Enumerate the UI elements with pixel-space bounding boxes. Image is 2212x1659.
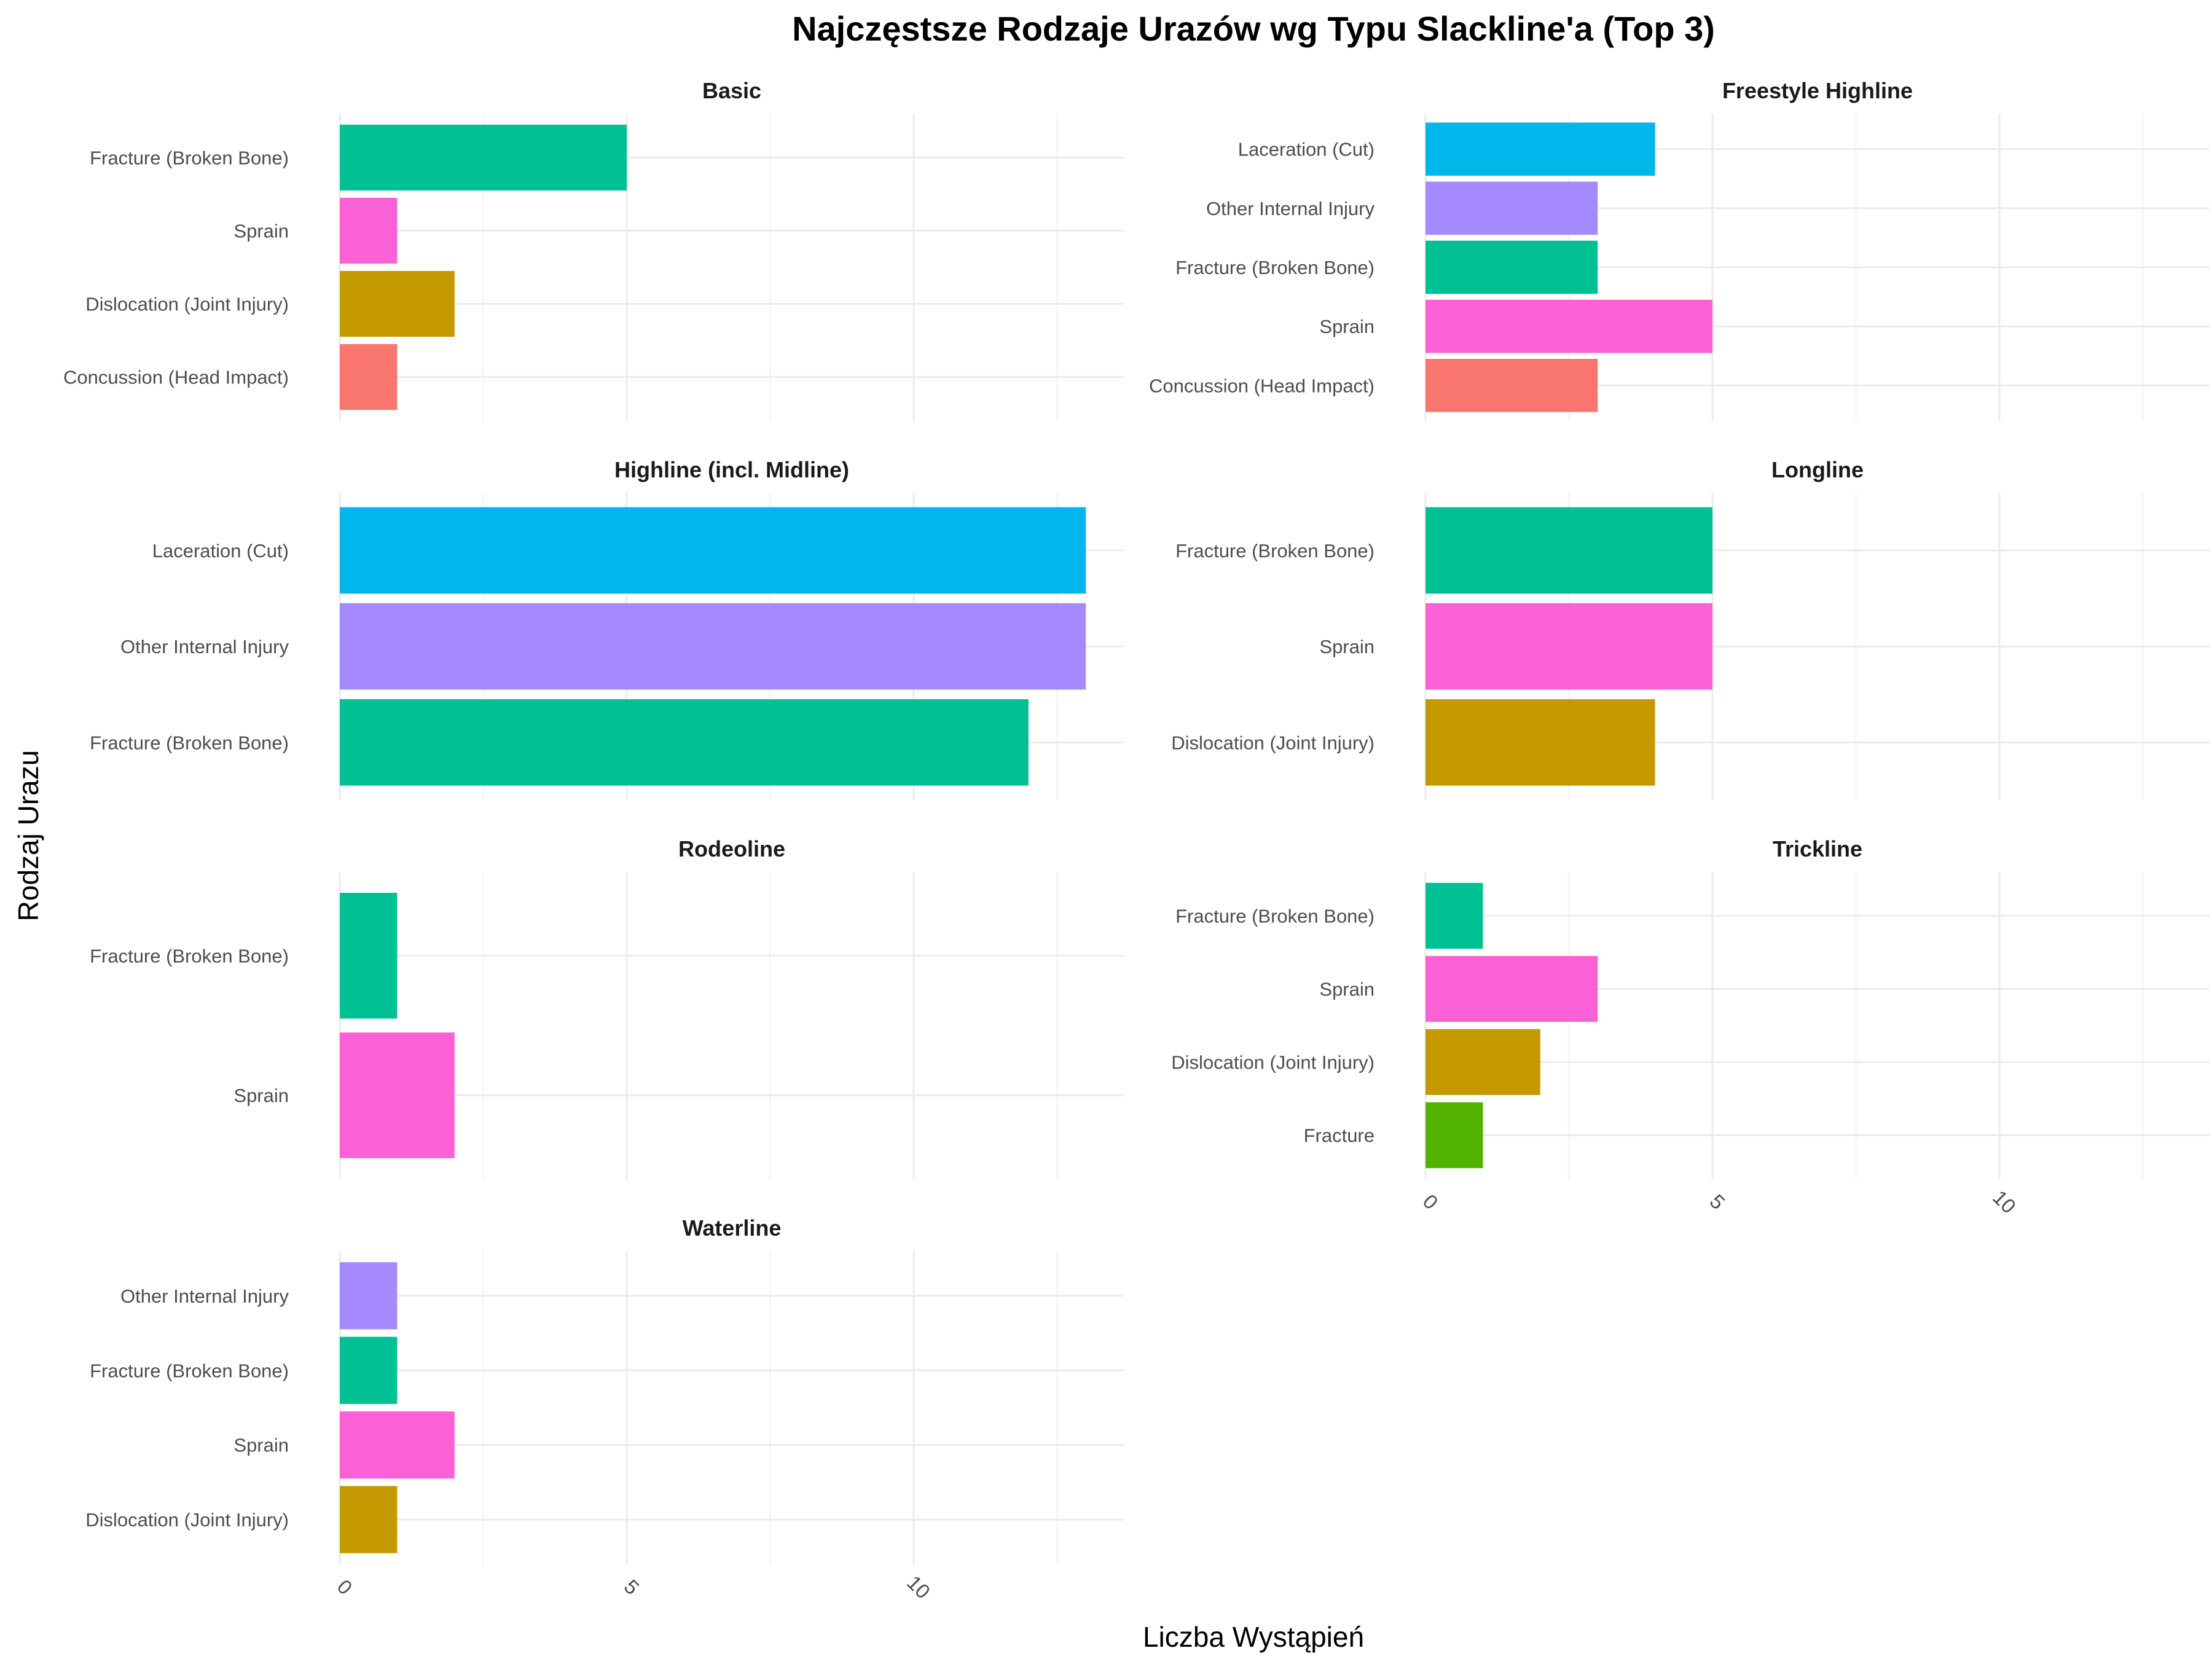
- bar: [1426, 181, 1598, 235]
- bar: [340, 124, 627, 190]
- category-label: Sprain: [233, 1085, 289, 1107]
- bar: [1426, 359, 1598, 412]
- bar: [340, 893, 398, 1019]
- x-tick-label: 10: [1988, 1186, 2020, 1218]
- bar: [1426, 603, 1712, 690]
- panel-title: Freestyle Highline: [1722, 78, 1913, 103]
- category-label: Other Internal Injury: [120, 636, 289, 657]
- x-tick-label: 5: [620, 1575, 644, 1599]
- category-label: Other Internal Injury: [1206, 198, 1375, 219]
- bar: [1426, 882, 1483, 949]
- panel-highline-incl-midline: Highline (incl. Midline) Laceration (Cut)…: [90, 457, 1124, 800]
- y-axis-title: Rodzaj Urazu: [12, 750, 44, 922]
- category-label: Dislocation (Joint Injury): [1171, 1052, 1375, 1073]
- bar: [340, 1486, 398, 1553]
- category-label: Sprain: [1319, 636, 1375, 657]
- bar: [340, 270, 455, 337]
- category-label: Fracture (Broken Bone): [90, 147, 289, 168]
- category-label: Fracture (Broken Bone): [90, 945, 289, 967]
- x-tick-label: 5: [1706, 1190, 1730, 1214]
- bar: [1426, 299, 1712, 353]
- bar: [1426, 1029, 1540, 1096]
- category-label: Dislocation (Joint Injury): [85, 294, 289, 315]
- panel-title: Rodeoline: [678, 836, 785, 861]
- bar: [1426, 699, 1655, 786]
- bar: [340, 1336, 398, 1404]
- panel-title: Trickline: [1773, 836, 1862, 861]
- chart-title: Najczęstsze Rodzaje Urazów wg Typu Slack…: [792, 9, 1715, 48]
- category-label: Fracture (Broken Bone): [90, 1360, 289, 1381]
- bar: [1426, 122, 1655, 176]
- facet-panels: Basic Fracture (Broken Bone) Sprain Disloca…: [63, 78, 2210, 1603]
- panel-basic: Basic Fracture (Broken Bone) Sprain Disloca…: [63, 78, 1124, 421]
- category-label: Laceration (Cut): [1238, 139, 1375, 160]
- bar: [340, 699, 1029, 786]
- bar: [340, 507, 1086, 594]
- x-tick-label: 0: [1419, 1190, 1443, 1214]
- bar: [1426, 955, 1598, 1022]
- category-label: Sprain: [1319, 978, 1375, 1000]
- bar: [340, 197, 398, 264]
- panel-rodeoline: Rodeoline Fracture (Broken Bone) Sprain: [90, 836, 1124, 1179]
- category-label: Concussion (Head Impact): [63, 367, 289, 388]
- category-label: Dislocation (Joint Injury): [85, 1509, 289, 1531]
- category-label: Sprain: [1319, 316, 1375, 337]
- panel-waterline: Waterline Other Internal Injury Fracture (…: [85, 1215, 1124, 1603]
- x-tick-label: 10: [903, 1571, 935, 1603]
- category-label: Other Internal Injury: [120, 1285, 289, 1307]
- bar: [340, 344, 398, 410]
- category-label: Dislocation (Joint Injury): [1171, 732, 1375, 753]
- category-label: Fracture (Broken Bone): [1175, 905, 1375, 927]
- x-tick-label: 0: [333, 1575, 357, 1599]
- bar: [1426, 240, 1598, 294]
- panel-title: Highline (incl. Midline): [614, 457, 849, 482]
- bar: [340, 1262, 398, 1330]
- panel-longline: Longline Fracture (Broken Bone) Sprain Disl…: [1171, 457, 2210, 800]
- panel-title: Longline: [1771, 457, 1864, 482]
- bar: [340, 1032, 455, 1158]
- x-axis-title: Liczba Wystąpień: [1143, 1621, 1364, 1653]
- category-label: Sprain: [233, 1435, 289, 1456]
- bar: [340, 1411, 455, 1479]
- bar: [1426, 1102, 1483, 1169]
- category-label: Sprain: [233, 220, 289, 241]
- category-label: Fracture: [1304, 1125, 1375, 1147]
- panel-title: Waterline: [683, 1215, 782, 1241]
- panel-title: Basic: [702, 78, 761, 103]
- category-label: Concussion (Head Impact): [1149, 375, 1375, 396]
- panel-freestyle-highline: Freestyle Highline Laceration (Cut) Other …: [1149, 78, 2210, 421]
- category-label: Fracture (Broken Bone): [1175, 540, 1375, 562]
- bar: [1426, 507, 1712, 594]
- category-label: Laceration (Cut): [152, 540, 289, 562]
- bar: [340, 603, 1086, 690]
- panel-trickline: Trickline Fracture (Broken Bone) Sprain Dis…: [1171, 836, 2210, 1218]
- category-label: Fracture (Broken Bone): [90, 732, 289, 753]
- category-label: Fracture (Broken Bone): [1175, 257, 1375, 278]
